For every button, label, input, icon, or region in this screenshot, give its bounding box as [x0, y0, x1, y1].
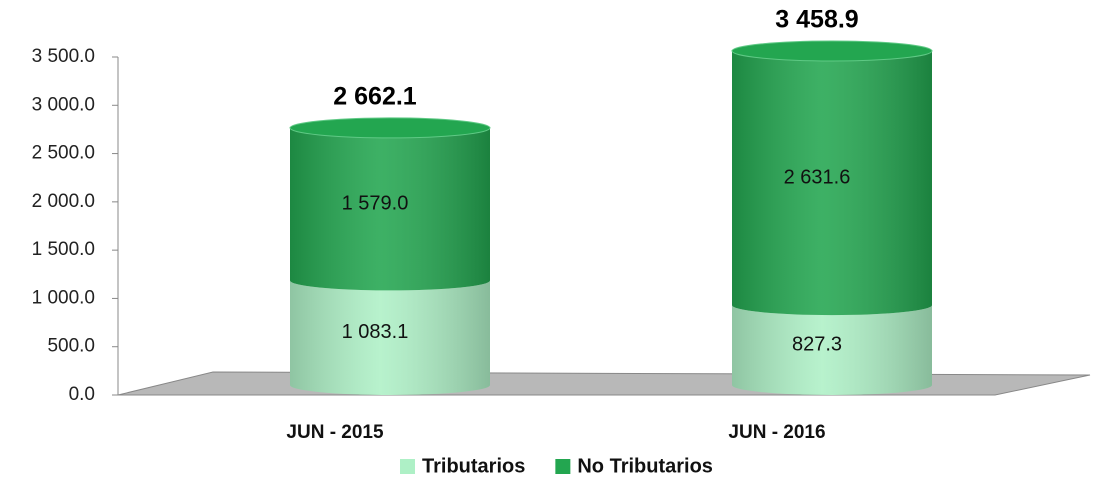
segment-shade — [732, 50, 932, 316]
cylinder-top — [731, 40, 933, 62]
value-label: 1 083.1 — [342, 321, 409, 343]
legend-label: Tributarios — [422, 455, 525, 477]
value-label: 2 631.6 — [784, 166, 851, 188]
total-label: 3 458.9 — [775, 6, 858, 34]
legend-swatch — [555, 459, 571, 474]
segment-shade — [290, 127, 490, 291]
cylinder-top — [289, 117, 491, 139]
y-tick-label: 500.0 — [47, 336, 95, 357]
y-tick-label: 0.0 — [69, 384, 95, 405]
segment-shade — [732, 305, 932, 395]
value-label: 827.3 — [792, 333, 842, 355]
segment-shade — [290, 280, 490, 395]
floor — [117, 371, 1091, 396]
y-tick-label: 3 000.0 — [32, 94, 95, 115]
y-tick-label: 2 000.0 — [32, 191, 95, 212]
y-tick-label: 3 500.0 — [32, 46, 95, 67]
x-tick-label: JUN - 2016 — [728, 422, 825, 443]
legend-swatch — [400, 459, 415, 474]
total-label: 2 662.1 — [333, 83, 417, 111]
y-tick-label: 1 000.0 — [32, 287, 95, 308]
y-tick-label: 2 500.0 — [32, 143, 95, 164]
value-label: 1 579.0 — [342, 192, 409, 214]
y-tick-label: 1 500.0 — [32, 239, 95, 260]
x-tick-label: JUN - 2015 — [286, 422, 384, 443]
legend-label: No Tributarios — [577, 455, 713, 477]
